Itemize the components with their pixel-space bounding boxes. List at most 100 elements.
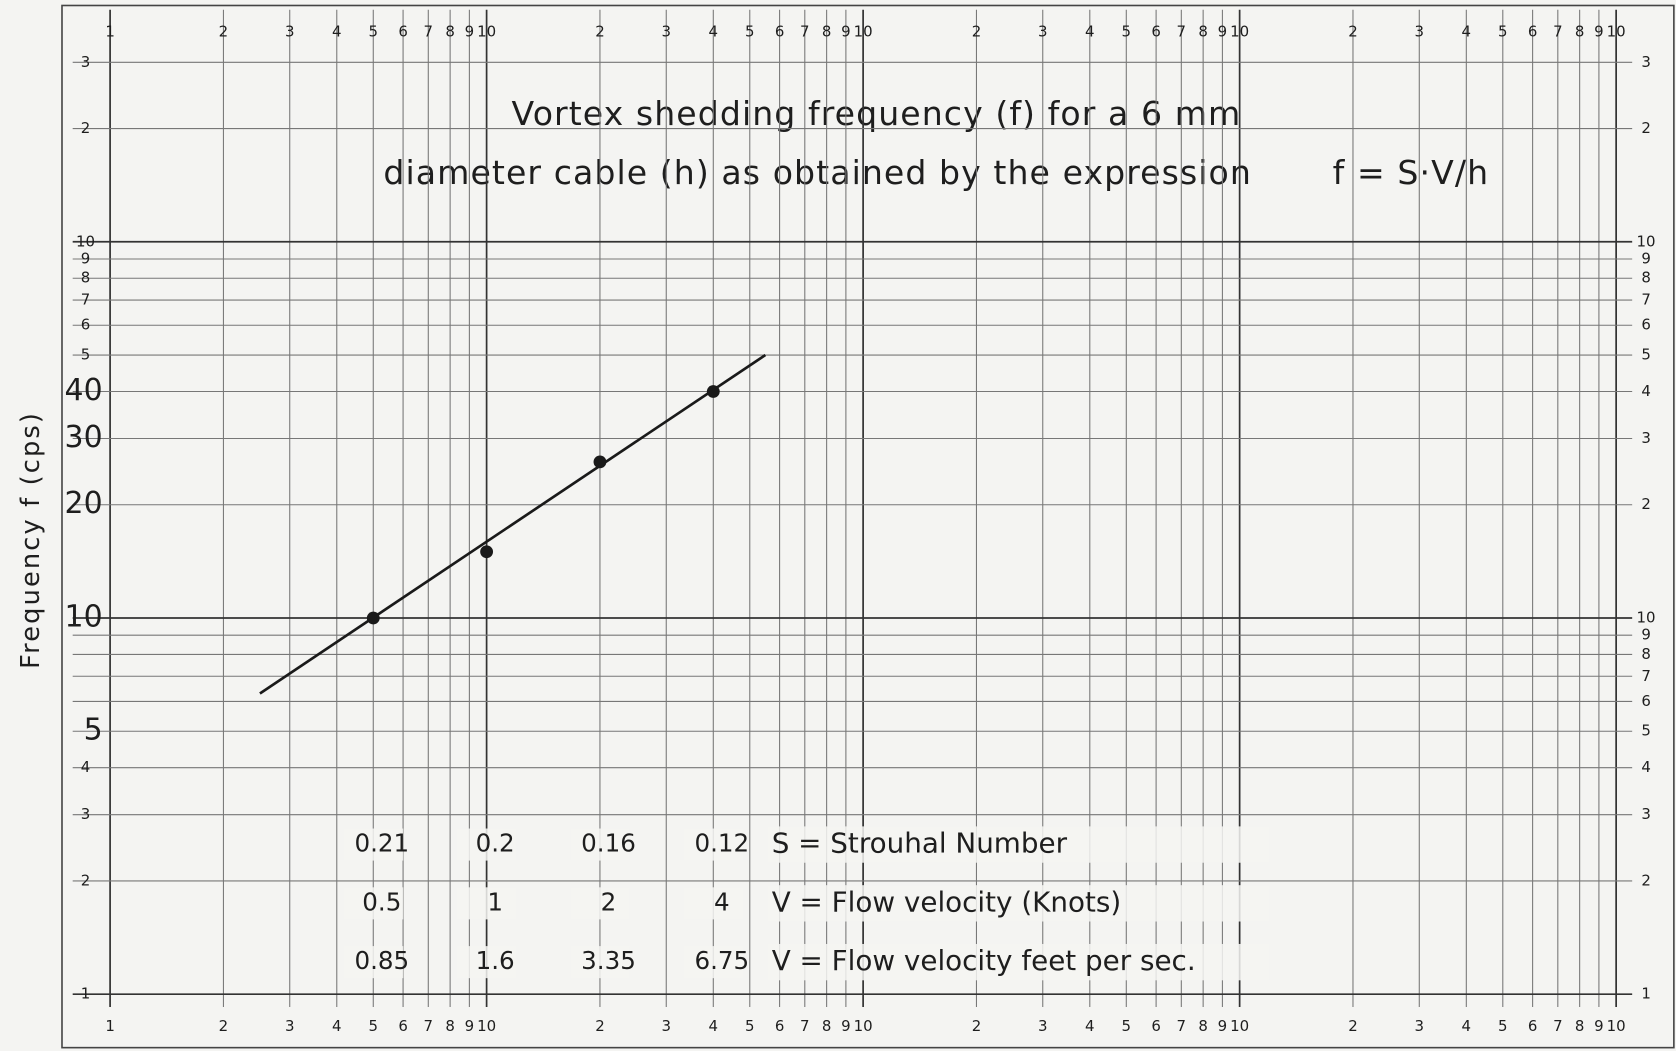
x-tick-label: 4 — [1462, 1017, 1472, 1035]
table-cell: 0.12 — [694, 829, 749, 858]
y-major-label: 30 — [65, 420, 103, 455]
x-tick-label: 5 — [1498, 23, 1508, 41]
table-row-label: V = Flow velocity feet per sec. — [772, 944, 1196, 977]
y-tick-label: 3 — [81, 805, 91, 823]
table-cell-bg — [343, 887, 404, 920]
x-tick-label: 8 — [1575, 1017, 1585, 1035]
x-tick-label: 10 — [1607, 23, 1626, 41]
y-tick-label: 6 — [1641, 692, 1651, 710]
x-tick-label: 6 — [398, 23, 408, 41]
y-major-label: 40 — [65, 373, 103, 408]
x-tick-label: 4 — [332, 23, 342, 41]
x-tick-label: 8 — [445, 1017, 455, 1035]
table-cell-bg — [343, 946, 404, 979]
x-tick-label: 10 — [1230, 1017, 1249, 1035]
x-tick-label: 6 — [1528, 1017, 1538, 1035]
x-tick-label: 8 — [1198, 1017, 1208, 1035]
x-tick-label: 2 — [595, 1017, 605, 1035]
x-tick-label: 2 — [1348, 1017, 1358, 1035]
y-tick-label: 2 — [1641, 495, 1651, 513]
data-point — [593, 455, 607, 469]
y-tick-label: 7 — [1641, 667, 1651, 685]
x-tick-label: 8 — [445, 23, 455, 41]
x-tick-label: 4 — [332, 1017, 342, 1035]
x-tick-label: 3 — [285, 1017, 295, 1035]
y-tick-label: 5 — [1641, 722, 1651, 740]
y-tick-label: 2 — [1641, 871, 1651, 889]
x-tick-label: 5 — [745, 23, 755, 41]
x-tick-label: 8 — [822, 1017, 832, 1035]
x-tick-label: 6 — [775, 23, 785, 41]
x-tick-label: 3 — [1415, 23, 1425, 41]
y-tick-label: 2 — [81, 119, 91, 137]
y-tick-label: 8 — [81, 269, 91, 287]
x-tick-label: 9 — [465, 1017, 475, 1035]
x-tick-label: 5 — [1498, 1017, 1508, 1035]
x-tick-label: 7 — [1177, 1017, 1187, 1035]
x-tick-label: 9 — [841, 1017, 851, 1035]
x-tick-label: 6 — [1151, 23, 1161, 41]
table-cell-bg — [683, 828, 744, 861]
x-tick-label: 10 — [1607, 1017, 1626, 1035]
y-tick-label: 10 — [1637, 608, 1656, 626]
y-tick-label: 8 — [1641, 645, 1651, 663]
x-tick-label: 9 — [465, 23, 475, 41]
y-axis-label: Frequency f (cps) — [16, 411, 46, 669]
table-row-label: S = Strouhal Number — [772, 827, 1068, 860]
y-major-label: 10 — [65, 599, 103, 634]
y-tick-label: 9 — [1641, 249, 1651, 267]
y-tick-label: 8 — [1641, 269, 1651, 287]
table-cell-bg — [343, 828, 404, 861]
x-tick-label: 3 — [661, 23, 671, 41]
y-tick-label: 9 — [81, 249, 91, 267]
x-tick-label: 4 — [709, 1017, 719, 1035]
table-cell-bg — [456, 946, 517, 979]
x-tick-label: 5 — [1122, 23, 1132, 41]
x-tick-label: 7 — [424, 23, 434, 41]
x-tick-label: 9 — [1594, 1017, 1604, 1035]
y-major-label: 20 — [65, 486, 103, 521]
y-tick-label: 9 — [1641, 626, 1651, 644]
x-tick-label: 2 — [219, 1017, 229, 1035]
x-tick-label: 4 — [709, 23, 719, 41]
y-tick-label: 6 — [1641, 316, 1651, 334]
x-tick-label: 6 — [1528, 23, 1538, 41]
x-tick-label: 5 — [369, 1017, 379, 1035]
x-tick-label: 3 — [285, 23, 295, 41]
y-tick-label: 3 — [1641, 429, 1651, 447]
table-label-bg — [767, 826, 1270, 863]
y-tick-label: 4 — [1641, 758, 1651, 776]
table-cell-bg — [570, 828, 630, 861]
x-tick-label: 4 — [1462, 23, 1472, 41]
y-tick-label: 1 — [81, 985, 91, 1003]
x-tick-label: 1 — [105, 23, 115, 41]
x-tick-label: 10 — [854, 1017, 873, 1035]
x-tick-label: 2 — [1348, 23, 1358, 41]
x-tick-label: 6 — [1151, 1017, 1161, 1035]
table-cell-bg — [456, 887, 517, 920]
x-tick-label: 10 — [854, 23, 873, 41]
data-point — [706, 385, 720, 398]
data-point — [480, 545, 494, 559]
x-tick-label: 5 — [369, 23, 379, 41]
y-tick-label: 7 — [81, 291, 91, 309]
x-tick-label: 9 — [1594, 23, 1604, 41]
data-point — [366, 611, 380, 625]
table-cell: 1 — [487, 887, 503, 916]
x-tick-label: 6 — [775, 1017, 785, 1035]
table-cell: 0.2 — [476, 829, 515, 858]
x-tick-label: 3 — [1415, 1017, 1425, 1035]
x-tick-label: 9 — [1218, 1017, 1228, 1035]
x-tick-label: 7 — [1177, 23, 1187, 41]
chart-title: diameter cable (h) as obtained by the ex… — [383, 153, 1252, 192]
table-cell-bg — [570, 946, 630, 979]
x-tick-label: 10 — [477, 23, 496, 41]
chart-title: Vortex shedding frequency (f) for a 6 mm — [512, 94, 1242, 133]
x-tick-label: 3 — [661, 1017, 671, 1035]
y-tick-label: 2 — [1641, 119, 1651, 137]
x-tick-label: 1 — [105, 1017, 115, 1035]
x-tick-label: 3 — [1038, 1017, 1048, 1035]
y-tick-label: 3 — [81, 53, 91, 71]
y-tick-label: 10 — [76, 232, 95, 250]
